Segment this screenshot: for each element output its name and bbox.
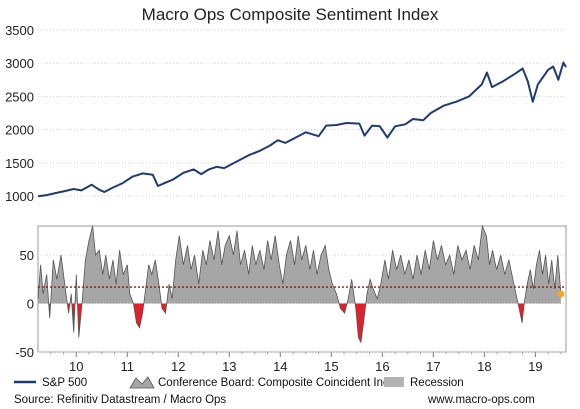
- x-tick-label: 14: [273, 359, 287, 374]
- coincident-outline: [37, 224, 562, 344]
- legend-coincident-swatch: [129, 376, 155, 389]
- bottom-y-tick-label: 50: [20, 248, 34, 263]
- x-tick-label: 18: [477, 359, 491, 374]
- chart-title: Macro Ops Composite Sentiment Index: [142, 5, 439, 24]
- x-tick-label: 17: [426, 359, 440, 374]
- top-y-tick-label: 2000: [5, 123, 34, 138]
- legend-coincident-label: Conference Board: Composite Coincident I…: [158, 377, 402, 389]
- legend: S&P 500 Conference Board: Composite Coin…: [14, 376, 464, 389]
- bottom-panel: -50 0 50 10 11 12 13 14 15 16 17 18 19: [15, 224, 567, 374]
- x-tick-label: 16: [375, 359, 389, 374]
- x-tick-label: 12: [171, 359, 185, 374]
- top-y-tick-label: 2500: [5, 89, 34, 104]
- legend-recession-swatch: [384, 377, 404, 387]
- top-y-tick-label: 3500: [5, 23, 34, 38]
- footer-source: Source: Refinitiv Datastream / Macro Ops: [14, 394, 226, 406]
- bottom-y-tick-label: -50: [15, 345, 34, 360]
- top-y-tick-label: 3000: [5, 56, 34, 71]
- coincident-area-positive: [38, 226, 561, 304]
- last-value-marker: [557, 290, 565, 298]
- x-tick-label: 15: [324, 359, 338, 374]
- sp500-line: [37, 61, 567, 198]
- legend-recession-label: Recession: [410, 377, 464, 389]
- x-tick-label: 13: [222, 359, 236, 374]
- x-tick-label: 19: [528, 359, 542, 374]
- x-tick-label: 10: [69, 359, 83, 374]
- footer-website: www.macro-ops.com: [427, 394, 535, 406]
- top-panel: 1000 1500 2000 2500 3000 3500: [5, 23, 567, 204]
- legend-sp500-label: S&P 500: [42, 377, 87, 389]
- x-tick-label: 11: [121, 359, 135, 374]
- top-y-tick-label: 1000: [5, 189, 34, 204]
- bottom-y-tick-label: 0: [27, 297, 34, 312]
- top-y-tick-label: 1500: [5, 156, 34, 171]
